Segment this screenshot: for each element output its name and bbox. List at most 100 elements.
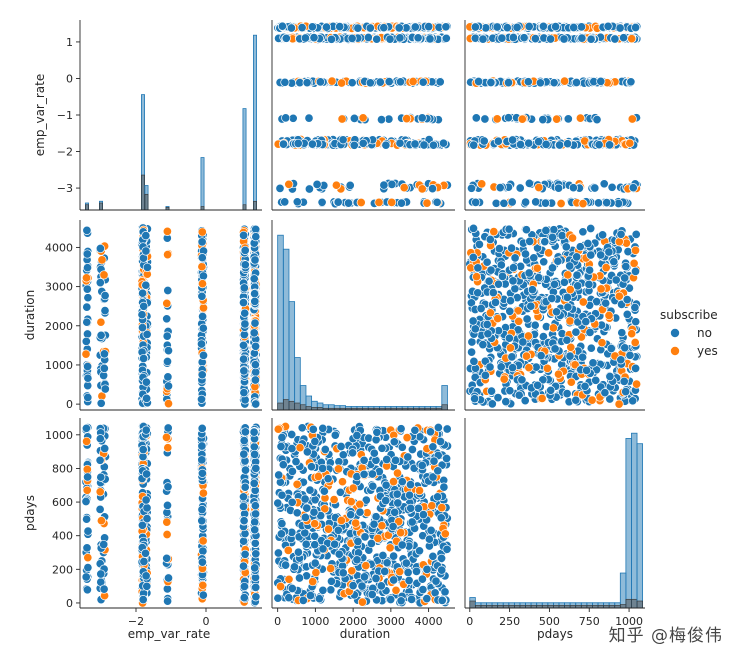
point-no <box>596 250 606 260</box>
point-no <box>577 33 587 43</box>
point-no <box>281 33 291 43</box>
point-no <box>239 283 249 293</box>
point-no <box>83 526 93 536</box>
point-no <box>631 229 641 239</box>
point-no <box>476 303 486 314</box>
point-no <box>95 243 105 254</box>
point-no <box>533 380 543 390</box>
point-no <box>240 245 250 255</box>
point-no <box>310 558 320 568</box>
point-no <box>82 225 92 235</box>
point-no <box>510 284 520 294</box>
point-no <box>83 293 93 303</box>
point-yes <box>198 303 209 313</box>
point-no <box>82 514 92 524</box>
point-no <box>515 183 525 193</box>
point-no <box>250 501 260 511</box>
point-no <box>396 198 407 208</box>
point-no <box>239 593 249 603</box>
point-yes <box>422 198 432 208</box>
point-yes <box>553 369 564 379</box>
point-yes <box>625 138 635 148</box>
point-no <box>602 198 612 208</box>
point-yes <box>284 179 294 189</box>
panel-duration-vs-pdays <box>465 223 642 409</box>
point-yes <box>556 198 566 209</box>
point-no <box>508 363 518 373</box>
point-no <box>197 237 207 247</box>
point-no <box>572 252 582 262</box>
point-no <box>484 276 494 286</box>
point-no <box>280 77 290 87</box>
point-no <box>631 363 641 373</box>
point-no <box>520 396 530 406</box>
point-no <box>605 371 615 382</box>
point-no <box>507 243 517 253</box>
point-no <box>553 256 563 266</box>
point-no <box>353 23 363 33</box>
point-yes <box>327 76 337 86</box>
point-no <box>293 138 303 148</box>
point-no <box>568 183 578 193</box>
point-no <box>250 517 260 527</box>
point-no <box>321 22 332 32</box>
point-no <box>141 571 151 581</box>
point-no <box>240 319 250 329</box>
point-no <box>302 78 312 88</box>
point-no <box>142 393 152 403</box>
point-no <box>100 443 110 454</box>
point-yes <box>81 349 91 359</box>
point-no <box>96 398 106 408</box>
point-no <box>83 373 93 383</box>
point-no <box>592 115 602 125</box>
point-no <box>546 385 556 395</box>
point-no <box>250 375 260 385</box>
point-no <box>569 22 579 33</box>
point-no <box>524 21 534 32</box>
point-no <box>522 314 532 324</box>
point-yes <box>578 297 588 307</box>
point-yes <box>630 245 641 255</box>
point-yes <box>514 316 524 326</box>
point-no <box>395 77 406 87</box>
point-no <box>622 295 632 305</box>
point-no <box>504 224 514 234</box>
point-no <box>507 197 517 207</box>
point-no <box>197 423 207 433</box>
point-no <box>138 288 148 298</box>
hist-bar-yes <box>99 202 103 211</box>
point-no <box>142 262 152 272</box>
point-no <box>81 423 91 433</box>
point-no <box>508 276 518 286</box>
point-no <box>573 281 583 291</box>
point-no <box>525 236 535 246</box>
point-no <box>539 257 549 267</box>
point-no <box>479 136 489 146</box>
point-no <box>534 273 544 283</box>
point-no <box>338 135 348 145</box>
point-no <box>536 351 546 361</box>
point-no <box>549 78 559 88</box>
point-no <box>82 585 92 595</box>
point-no <box>606 343 616 354</box>
point-no <box>163 573 174 583</box>
point-yes <box>627 329 637 339</box>
point-no <box>575 242 585 252</box>
point-yes <box>489 227 499 237</box>
point-no <box>249 478 259 488</box>
point-no <box>578 352 588 362</box>
point-no <box>486 386 497 396</box>
point-yes <box>544 248 554 258</box>
point-no <box>518 337 528 347</box>
point-no <box>596 76 606 86</box>
point-no <box>250 360 260 370</box>
point-yes <box>402 114 412 124</box>
panel-emp_var_rate-vs-emp_var_rate <box>85 34 257 211</box>
point-no <box>571 77 582 88</box>
point-no <box>198 350 209 360</box>
point-no <box>345 180 355 190</box>
point-yes <box>587 395 597 405</box>
point-no <box>197 253 207 263</box>
point-yes <box>601 263 611 273</box>
point-no <box>571 327 581 337</box>
